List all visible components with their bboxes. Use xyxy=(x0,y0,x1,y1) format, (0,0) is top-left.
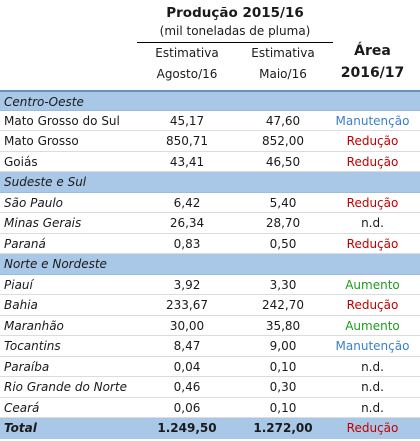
estimate-august-value: 0,46 xyxy=(137,377,237,398)
table-title: Produção 2015/16 xyxy=(135,5,335,21)
estimate-may-value: 1.272,00 xyxy=(233,418,333,439)
table-row: Minas Gerais 26,34 28,70 n.d. xyxy=(0,213,420,234)
table-row: Ceará 0,06 0,10 n.d. xyxy=(0,398,420,419)
section-row: Centro-Oeste xyxy=(0,90,420,111)
estimate-may-value: 0,10 xyxy=(233,357,333,378)
estimate-august-value: 0,04 xyxy=(137,357,237,378)
estimate-may-value: 28,70 xyxy=(233,213,333,234)
table-row: Tocantins 8,47 9,00 Manutenção xyxy=(0,336,420,357)
estimate-august-value: 233,67 xyxy=(137,295,237,316)
total-label: Total xyxy=(4,418,37,439)
area-status: Redução xyxy=(325,131,420,152)
table-row: Goiás 43,41 46,50 Redução xyxy=(0,152,420,173)
section-label: Norte e Nordeste xyxy=(4,254,107,275)
estimate-may-value: 3,30 xyxy=(233,275,333,296)
state-name: Ceará xyxy=(4,398,39,419)
col-august-line1: Estimativa xyxy=(137,43,237,64)
col-may-line2: Maio/16 xyxy=(233,64,333,85)
state-name: Minas Gerais xyxy=(4,213,81,234)
table-header: Produção 2015/16 (mil toneladas de pluma… xyxy=(0,0,420,90)
area-status: Aumento xyxy=(325,316,420,337)
table-subtitle: (mil toneladas de pluma) xyxy=(135,24,335,38)
table-row: Piauí 3,92 3,30 Aumento xyxy=(0,275,420,296)
estimate-may-value: 9,00 xyxy=(233,336,333,357)
table-row: Mato Grosso 850,71 852,00 Redução xyxy=(0,131,420,152)
estimate-may-value: 47,60 xyxy=(233,111,333,132)
state-name: Mato Grosso xyxy=(4,131,79,152)
section-row: Norte e Nordeste xyxy=(0,254,420,275)
estimate-august-value: 0,06 xyxy=(137,398,237,419)
estimate-august-value: 8,47 xyxy=(137,336,237,357)
table-row: Bahia 233,67 242,70 Redução xyxy=(0,295,420,316)
estimate-august-value: 30,00 xyxy=(137,316,237,337)
state-name: Rio Grande do Norte xyxy=(4,377,127,398)
area-status: Redução xyxy=(325,193,420,214)
table-row: Paraná 0,83 0,50 Redução xyxy=(0,234,420,255)
estimate-may-value: 852,00 xyxy=(233,131,333,152)
estimate-may-value: 46,50 xyxy=(233,152,333,173)
estimate-may-value: 242,70 xyxy=(233,295,333,316)
state-name: Paraíba xyxy=(4,357,49,378)
estimate-august-value: 45,17 xyxy=(137,111,237,132)
area-status: n.d. xyxy=(325,357,420,378)
state-name: Tocantins xyxy=(4,336,61,357)
estimate-august-value: 6,42 xyxy=(137,193,237,214)
state-name: Maranhão xyxy=(4,316,64,337)
estimate-august-value: 0,83 xyxy=(137,234,237,255)
area-status: Redução xyxy=(325,152,420,173)
area-status: Redução xyxy=(325,418,420,439)
area-status: n.d. xyxy=(325,398,420,419)
table-row: Mato Grosso do Sul 45,17 47,60 Manutenção xyxy=(0,111,420,132)
area-status: Aumento xyxy=(325,275,420,296)
estimate-august-value: 1.249,50 xyxy=(137,418,237,439)
col-area-header: Área 2016/17 xyxy=(325,40,420,84)
estimate-august-value: 43,41 xyxy=(137,152,237,173)
estimate-august-value: 26,34 xyxy=(137,213,237,234)
table-body: Centro-Oeste Mato Grosso do Sul 45,17 47,60… xyxy=(0,90,420,439)
area-status: Redução xyxy=(325,295,420,316)
section-label: Centro-Oeste xyxy=(4,92,84,113)
area-status: Manutenção xyxy=(325,111,420,132)
state-name: Bahia xyxy=(4,295,38,316)
table-row: São Paulo 6,42 5,40 Redução xyxy=(0,193,420,214)
state-name: Paraná xyxy=(4,234,46,255)
estimate-may-value: 35,80 xyxy=(233,316,333,337)
col-august-line2: Agosto/16 xyxy=(137,64,237,85)
estimate-may-value: 5,40 xyxy=(233,193,333,214)
estimate-august-value: 850,71 xyxy=(137,131,237,152)
area-status: n.d. xyxy=(325,377,420,398)
estimate-may-value: 0,50 xyxy=(233,234,333,255)
state-name: Goiás xyxy=(4,152,38,173)
state-name: Mato Grosso do Sul xyxy=(4,111,120,132)
estimate-august-value: 3,92 xyxy=(137,275,237,296)
section-label: Sudeste e Sul xyxy=(4,172,86,193)
table-row: Paraíba 0,04 0,10 n.d. xyxy=(0,357,420,378)
section-row: Sudeste e Sul xyxy=(0,172,420,193)
area-status: n.d. xyxy=(325,213,420,234)
estimate-may-value: 0,10 xyxy=(233,398,333,419)
col-august-header: Estimativa Agosto/16 xyxy=(137,43,237,85)
table-row: Maranhão 30,00 35,80 Aumento xyxy=(0,316,420,337)
table-row: Rio Grande do Norte 0,46 0,30 n.d. xyxy=(0,377,420,398)
col-may-line1: Estimativa xyxy=(233,43,333,64)
col-may-header: Estimativa Maio/16 xyxy=(233,43,333,85)
state-name: São Paulo xyxy=(4,193,63,214)
col-area-line1: Área xyxy=(325,40,420,62)
area-status: Redução xyxy=(325,234,420,255)
estimate-may-value: 0,30 xyxy=(233,377,333,398)
state-name: Piauí xyxy=(4,275,33,296)
area-status: Manutenção xyxy=(325,336,420,357)
total-row: Total 1.249,50 1.272,00 Redução xyxy=(0,418,420,439)
col-area-line2: 2016/17 xyxy=(325,62,420,84)
